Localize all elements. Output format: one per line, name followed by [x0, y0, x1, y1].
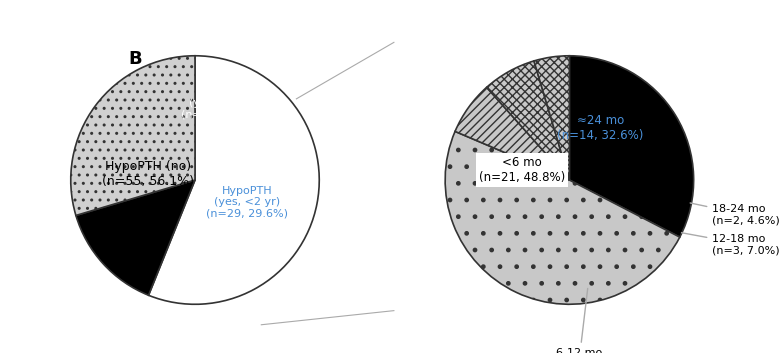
Text: HypoPTH
(yes, ≥2 yr)
(n=14, 14.3%): HypoPTH (yes, ≥2 yr) (n=14, 14.3%) — [182, 86, 263, 120]
Wedge shape — [445, 131, 679, 304]
Wedge shape — [569, 56, 693, 237]
Text: 12-18 mo
(n=3, 7.0%): 12-18 mo (n=3, 7.0%) — [682, 233, 780, 256]
Wedge shape — [487, 61, 569, 180]
Text: 18-24 mo
(n=2, 4.6%): 18-24 mo (n=2, 4.6%) — [690, 203, 780, 226]
Wedge shape — [534, 56, 569, 180]
Text: HypoPTH (no)
(n=55, 56.1%): HypoPTH (no) (n=55, 56.1%) — [101, 160, 193, 188]
Wedge shape — [76, 180, 195, 295]
Wedge shape — [148, 56, 319, 304]
Text: HypoPTH
(yes, <2 yr)
(n=29, 29.6%): HypoPTH (yes, <2 yr) (n=29, 29.6%) — [206, 186, 288, 219]
Wedge shape — [455, 87, 569, 180]
Text: ≈24 mo
(n=14, 32.6%): ≈24 mo (n=14, 32.6%) — [557, 114, 644, 142]
Text: <6 mo
(n=21, 48.8%): <6 mo (n=21, 48.8%) — [479, 156, 566, 184]
Text: B: B — [128, 49, 142, 67]
Text: 6-12 mo
(n=3, 7.0%): 6-12 mo (n=3, 7.0%) — [545, 288, 613, 353]
Wedge shape — [71, 56, 195, 215]
